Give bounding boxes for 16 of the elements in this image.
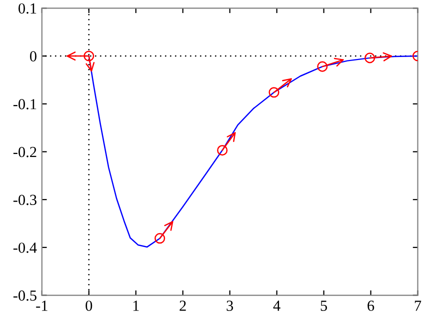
y-tick-label: 0.1 xyxy=(18,3,36,14)
x-tick-label: 4 xyxy=(273,300,280,311)
y-tick-label: -0.5 xyxy=(13,290,36,301)
x-tick-label: 2 xyxy=(180,300,186,311)
y-tick-label: -0.1 xyxy=(13,99,36,110)
x-tick-label: -1 xyxy=(36,300,48,311)
x-tick-label: 3 xyxy=(226,300,234,311)
x-tick-label: 7 xyxy=(414,300,422,311)
x-tick-label: 0 xyxy=(86,300,92,311)
y-tick-label: -0.4 xyxy=(13,242,37,253)
x-tick-label: 5 xyxy=(320,300,328,311)
y-tick-label: 0 xyxy=(30,51,36,62)
y-tick-label: -0.3 xyxy=(13,194,36,206)
y-tick-label: -0.2 xyxy=(13,146,36,158)
x-tick-label: 6 xyxy=(368,300,374,311)
x-tick-label: 1 xyxy=(133,300,139,311)
